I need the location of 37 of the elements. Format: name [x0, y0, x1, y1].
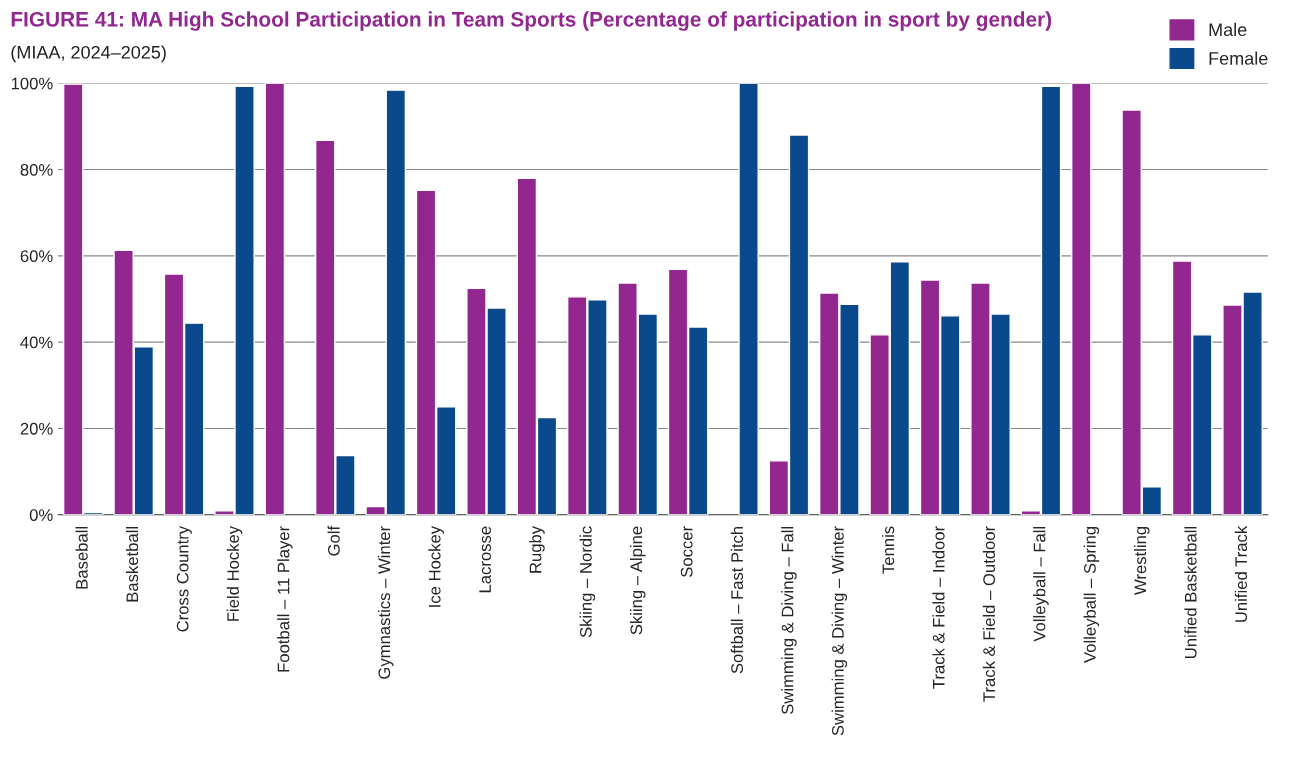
y-tick-label: 0% [29, 509, 53, 521]
x-tick-label: Gymnastics – Winter [377, 526, 394, 679]
x-tick-label: Lacrosse [479, 526, 491, 593]
x-tick-label: Baseball [75, 526, 88, 589]
x-tick-label: Unified Track [1234, 525, 1248, 622]
x-tick-label: Wrestling [1133, 526, 1150, 595]
chart-subtitle: (MIAA, 2024–2025) [11, 45, 166, 63]
bar [264, 83, 286, 515]
bar [1071, 83, 1092, 515]
y-tick-label: 40% [20, 336, 53, 349]
x-tick-label: Soccer [680, 526, 693, 577]
y-tick-label: 100% [11, 77, 53, 90]
legend-label: Male [1209, 22, 1247, 37]
chart-title: FIGURE 41: MA High School Participation in Team Sports (Percentage of participation in sport by gender) [11, 11, 1052, 31]
x-tick-label: Basketball [125, 526, 139, 602]
y-tick-label: 80% [20, 163, 53, 176]
x-tick-label: Volleyball – Spring [1083, 526, 1100, 663]
x-tick-label: Skiing – Alpine [629, 526, 646, 635]
y-tick-label: 20% [20, 422, 53, 435]
x-tick-label: Volleyball – Fall [1033, 526, 1049, 642]
x-tick-label: Football – 11 Player [277, 526, 293, 672]
x-tick-label: Unified Basketball [1184, 526, 1197, 658]
y-tick-label: 60% [20, 250, 53, 263]
x-tick-label: Field Hockey [226, 525, 243, 621]
legend-label: Female [1209, 51, 1268, 65]
x-tick-label: Golf [327, 525, 340, 556]
x-tick-label: Track & Field – Outdoor [982, 526, 996, 702]
x-tick-label: Cross Country [176, 525, 192, 632]
x-tick-label: Tennis [881, 526, 895, 574]
x-tick-label: Swimming & Diving – Winter [831, 526, 848, 736]
x-tick-label: Softball – Fast Pitch [730, 526, 744, 674]
x-tick-label: Skiing – Nordic [579, 526, 596, 638]
bar [738, 83, 759, 515]
x-tick-label: Ice Hockey [428, 525, 444, 607]
x-tick-label: Track & Field – Indoor [932, 526, 945, 689]
x-tick-label: Swimming & Diving – Fall [781, 526, 797, 715]
x-tick-label: Rugby [529, 525, 545, 573]
